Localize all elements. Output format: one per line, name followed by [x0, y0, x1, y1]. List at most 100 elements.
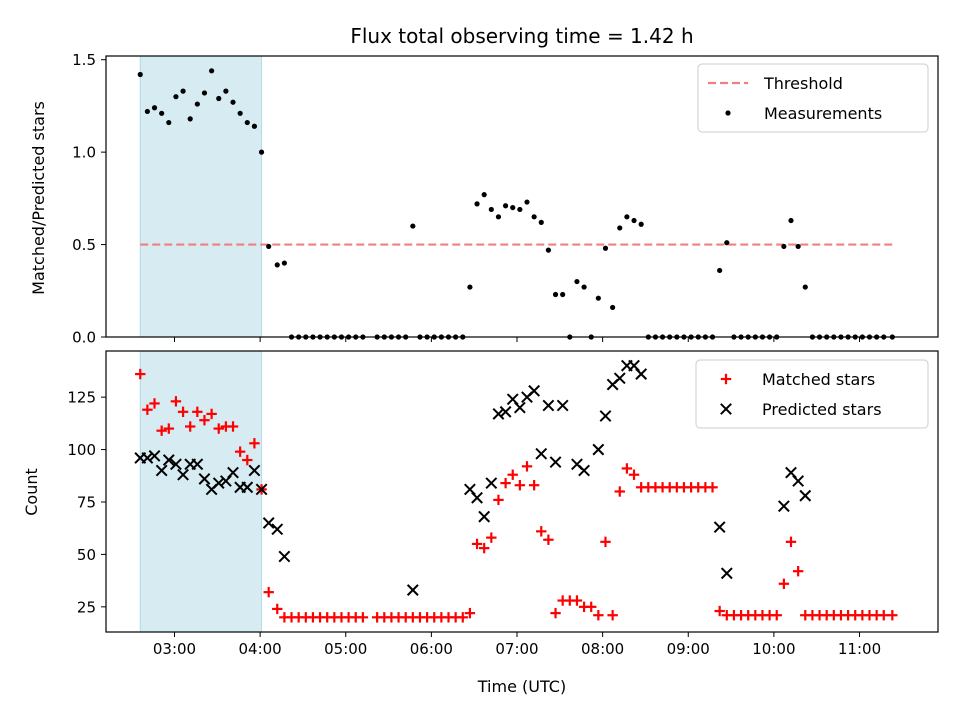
data-point	[507, 469, 518, 480]
data-point	[230, 99, 236, 105]
data-point	[209, 68, 215, 74]
data-point	[586, 601, 597, 613]
legend-entry: Matched stars	[720, 370, 875, 389]
x-tick-label: 04:00	[239, 640, 282, 658]
legend-box	[695, 359, 929, 429]
data-point	[792, 475, 805, 487]
data-point	[199, 415, 210, 426]
data-point	[194, 101, 200, 107]
data-point	[571, 595, 583, 606]
x-axis-label: Time (UTC)	[477, 677, 566, 696]
legend-entry: Predicted stars	[720, 400, 882, 419]
data-point	[714, 605, 725, 617]
data-point	[151, 105, 158, 111]
data-point	[262, 517, 275, 529]
data-point	[610, 304, 616, 311]
legend-swatch	[720, 373, 732, 385]
x-tick-label: 11:00	[838, 640, 881, 658]
data-point	[556, 399, 569, 412]
data-point	[410, 223, 416, 229]
data-point	[595, 295, 601, 301]
data-point	[478, 542, 490, 554]
y-tick-label: 75	[77, 493, 96, 511]
data-point	[191, 458, 204, 471]
y-tick-label: 25	[77, 598, 96, 616]
data-point	[887, 610, 898, 621]
data-point	[521, 461, 533, 472]
y-tick-label: 100	[67, 441, 96, 459]
bottom-y-axis-label: Count	[22, 468, 41, 516]
data-point	[251, 123, 258, 129]
data-point	[166, 119, 172, 126]
data-point	[538, 219, 544, 225]
data-point	[502, 203, 509, 209]
data-point	[258, 149, 265, 155]
y-tick-label: 0.0	[72, 329, 96, 347]
data-point	[592, 443, 605, 456]
data-point	[624, 214, 630, 220]
data-point	[135, 368, 146, 380]
data-point	[485, 477, 498, 490]
data-point	[777, 500, 790, 513]
legend-label: Measurements	[764, 104, 882, 123]
data-point	[155, 464, 168, 477]
data-point	[574, 278, 580, 285]
data-point	[543, 534, 554, 545]
data-point	[536, 526, 547, 537]
data-point	[578, 464, 590, 477]
data-point	[180, 88, 186, 94]
data-point	[206, 408, 217, 420]
x-tick-label: 07:00	[495, 640, 538, 658]
data-point	[163, 423, 174, 434]
x-tick-label: 10:00	[752, 640, 795, 658]
data-point	[242, 454, 253, 466]
legend-entry: Threshold	[708, 74, 843, 93]
data-point	[248, 464, 261, 477]
data-point	[406, 584, 419, 596]
data-point	[781, 243, 787, 250]
data-point	[357, 612, 369, 623]
figure-title: Flux total observing time = 1.42 h	[350, 24, 693, 48]
data-point	[263, 586, 274, 598]
data-point	[792, 565, 804, 577]
data-point	[266, 243, 272, 250]
data-point	[278, 550, 291, 563]
y-tick-label: 0.5	[72, 236, 96, 254]
data-point	[213, 423, 224, 434]
data-point	[177, 468, 189, 481]
legend-swatch	[725, 110, 731, 116]
bottom-legend: Matched stars Predicted stars	[695, 359, 929, 429]
data-point	[785, 536, 797, 548]
legend-label: Threshold	[763, 74, 843, 93]
x-tick-label: 05:00	[324, 640, 367, 658]
data-point	[464, 607, 476, 619]
data-point	[149, 398, 160, 409]
data-point	[457, 612, 468, 623]
data-point	[272, 603, 283, 615]
data-point	[492, 408, 505, 420]
data-point	[244, 119, 250, 126]
data-point	[159, 110, 165, 116]
top-panel: 0.0 0.5 1.0 1.5 Threshold Measurements	[72, 51, 939, 347]
data-point	[778, 578, 790, 589]
x-tick-label: 09:00	[667, 640, 710, 658]
data-point	[227, 421, 239, 432]
data-point	[628, 469, 640, 480]
data-point	[274, 262, 280, 268]
y-tick-label: 125	[67, 389, 96, 407]
data-point	[216, 95, 222, 102]
data-point	[201, 90, 208, 96]
data-point	[467, 284, 473, 290]
data-point	[241, 481, 254, 494]
legend-entry: Measurements	[725, 104, 882, 123]
data-point	[271, 523, 284, 536]
data-point	[500, 477, 511, 489]
data-point	[499, 405, 512, 418]
data-point	[514, 480, 526, 491]
data-point	[524, 199, 530, 205]
data-point	[162, 454, 175, 466]
data-point	[771, 610, 782, 621]
data-point	[223, 88, 229, 94]
data-point	[724, 240, 730, 246]
